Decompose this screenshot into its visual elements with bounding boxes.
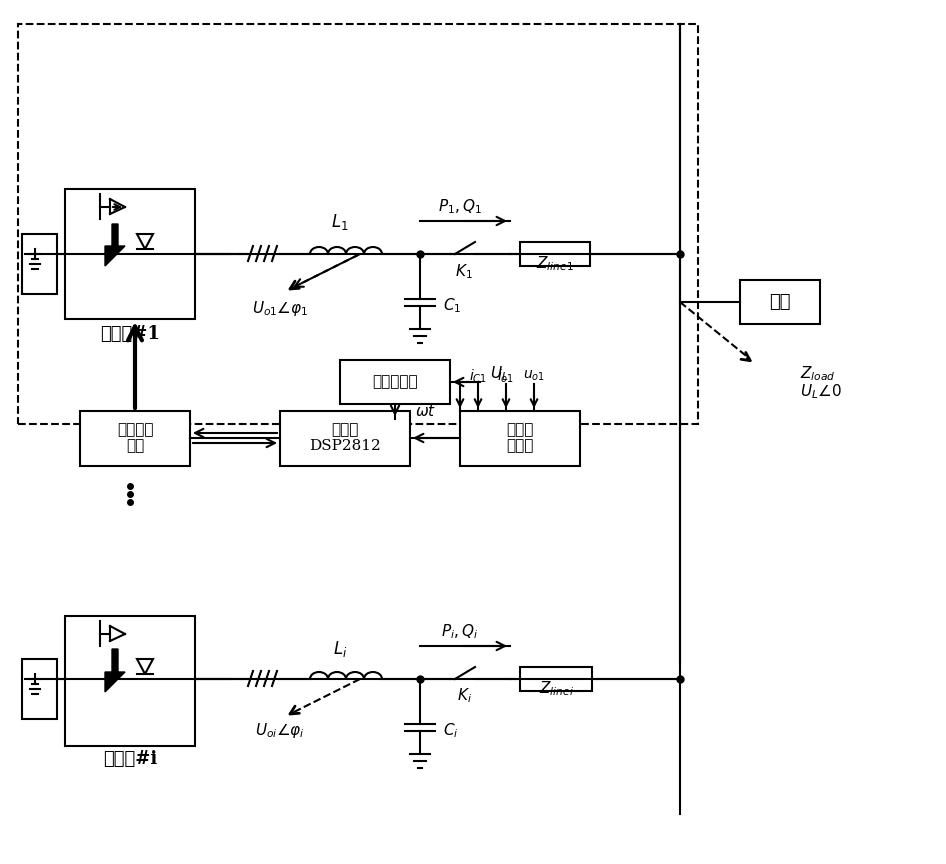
Text: $P_1, Q_1$: $P_1, Q_1$ [438, 198, 482, 216]
Polygon shape [137, 659, 153, 674]
Text: DSP2812: DSP2812 [309, 440, 381, 454]
Polygon shape [105, 224, 125, 266]
Text: $L_i$: $L_i$ [333, 639, 347, 659]
Text: $K_i$: $K_i$ [457, 687, 471, 705]
Text: 理电路: 理电路 [506, 440, 534, 454]
Bar [22, 234, 57, 294]
Text: $U_{o1}\angle\varphi_1$: $U_{o1}\angle\varphi_1$ [252, 298, 308, 317]
Text: $C_1$: $C_1$ [443, 296, 462, 315]
Bar [80, 411, 190, 466]
Text: $K_1$: $K_1$ [455, 263, 473, 282]
Text: $i_{C1}$: $i_{C1}$ [469, 367, 487, 384]
Text: 采样调: 采样调 [506, 423, 534, 437]
Polygon shape [137, 234, 153, 249]
Text: 逆变器#1: 逆变器#1 [100, 325, 160, 343]
Bar [520, 667, 592, 691]
Text: $L_1$: $L_1$ [331, 212, 349, 232]
Text: 驱动保护: 驱动保护 [116, 423, 153, 437]
Bar [65, 189, 195, 319]
Bar [740, 280, 820, 324]
Text: 锁相环电路: 锁相环电路 [372, 375, 418, 389]
Polygon shape [105, 649, 125, 692]
Bar [340, 360, 450, 404]
Text: 负荷: 负荷 [769, 293, 791, 311]
Text: $Z_{load}$: $Z_{load}$ [800, 365, 835, 384]
Text: 逆变器#i: 逆变器#i [103, 750, 157, 768]
Bar [460, 411, 580, 466]
Text: $C_i$: $C_i$ [443, 721, 459, 740]
Bar [22, 659, 57, 719]
Bar [18, 24, 698, 424]
Text: $\omega t$: $\omega t$ [415, 403, 436, 419]
Bar [280, 411, 410, 466]
Bar [65, 616, 195, 746]
Text: $P_i, Q_i$: $P_i, Q_i$ [442, 623, 479, 641]
Text: $U_L$: $U_L$ [490, 365, 508, 384]
Text: $U_L\angle 0$: $U_L\angle 0$ [800, 383, 842, 402]
Text: $U_{oi}\angle\varphi_i$: $U_{oi}\angle\varphi_i$ [255, 721, 305, 740]
Text: 电路: 电路 [126, 440, 144, 454]
Text: $u_{o1}$: $u_{o1}$ [523, 369, 545, 384]
Text: $Z_{line1}$: $Z_{line1}$ [536, 255, 574, 273]
Text: $i_{o1}$: $i_{o1}$ [498, 367, 515, 384]
Text: $Z_{linei}$: $Z_{linei}$ [538, 680, 573, 698]
Text: 处理器: 处理器 [331, 423, 359, 437]
Bar [520, 242, 590, 266]
